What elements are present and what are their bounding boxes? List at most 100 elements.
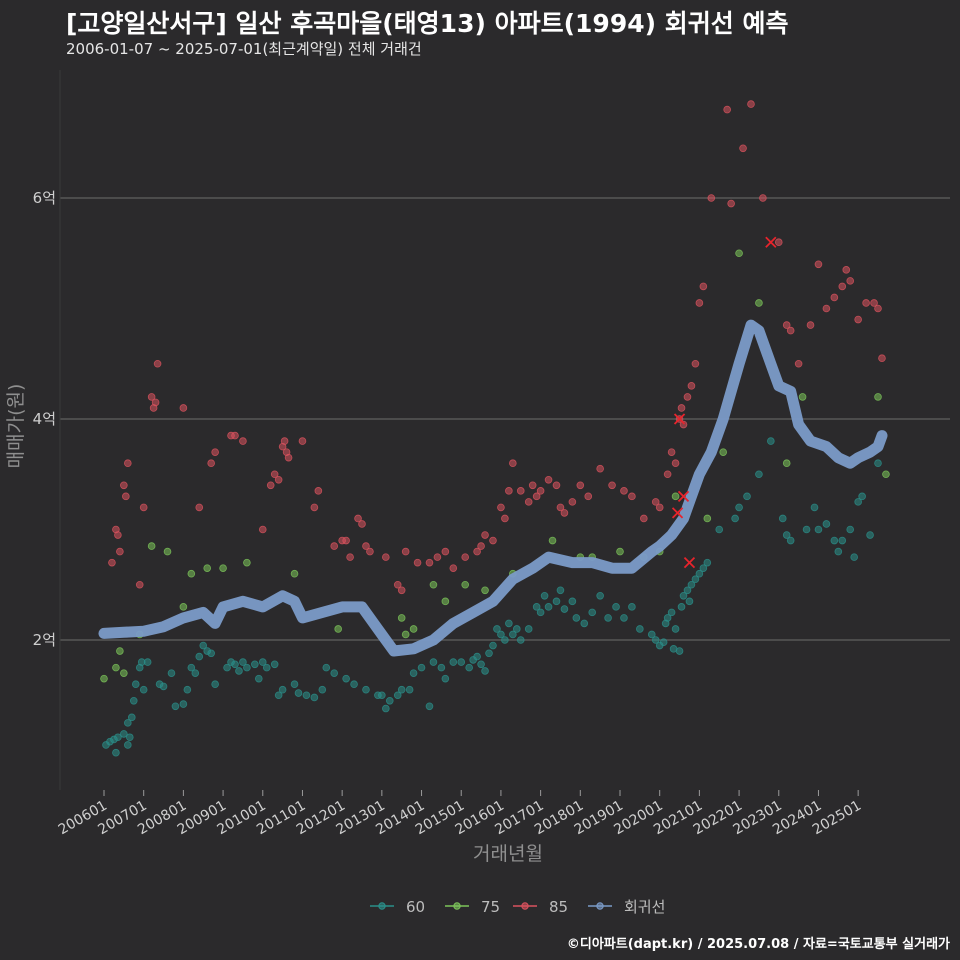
data-point-60 [814,525,823,534]
data-point-85 [640,514,648,523]
data-point-85 [874,304,882,313]
data-point-60 [409,669,418,677]
data-point-60 [342,674,350,683]
data-point-85 [139,503,148,512]
data-point-60 [243,663,251,672]
cancel-mark [683,557,696,569]
data-point-60 [540,591,549,600]
data-point-75 [429,580,438,589]
data-point-85 [211,448,219,456]
legend-marker [596,902,604,910]
data-point-85 [122,492,130,501]
data-point-85 [124,459,132,468]
data-point-75 [719,448,727,456]
data-point-60 [501,636,509,644]
data-point-75 [147,542,156,550]
data-point-60 [743,492,751,501]
data-point-85 [505,487,513,495]
data-point-75 [548,536,557,545]
data-point-60 [810,503,819,512]
data-point-60 [124,741,132,749]
data-point-85 [854,315,862,324]
data-point-60 [120,730,128,738]
data-point-60 [159,682,168,691]
data-point-60 [854,498,862,506]
data-point-60 [126,733,134,742]
data-point-60 [846,525,855,534]
data-point-85 [620,487,628,495]
data-point-60 [199,641,208,650]
data-point-60 [596,591,604,600]
data-point-60 [254,674,263,683]
data-point-75 [735,249,743,258]
data-point-60 [838,536,847,545]
data-point-60 [481,667,489,675]
data-point-60 [139,685,148,694]
data-point-85 [878,354,886,363]
data-point-75 [461,580,470,589]
data-point-85 [207,459,215,468]
y-axis-title: 매매가(원) [5,384,27,469]
data-point-60 [278,685,287,694]
data-point-60 [516,636,525,644]
data-point-60 [778,514,787,523]
data-point-75 [401,630,410,639]
data-point-85 [477,542,485,550]
data-point-85 [310,503,319,512]
data-point-60 [274,691,283,700]
data-point-60 [663,614,672,622]
data-point-60 [866,531,874,539]
regression-layer [98,319,888,657]
data-point-85 [120,481,128,490]
data-point-85 [425,558,434,567]
tick-layer: 2억4억6억2006012007012008012009012010012011… [33,189,864,838]
data-point-85 [830,293,839,302]
data-point-85 [822,304,831,313]
data-point-60 [425,702,434,711]
data-point-60 [802,525,811,534]
data-point-60 [112,748,120,757]
data-point-60 [477,660,485,669]
data-point-60 [183,685,192,694]
data-point-60 [524,625,533,633]
data-point-60 [473,652,481,661]
chart-title: [고양일산서구] 일산 후곡마을(태영13) 아파트(1994) 회귀선 예측 [66,9,789,38]
data-point-60 [429,658,438,666]
data-point-60 [830,536,839,545]
data-point-85 [284,453,293,462]
legend-label: 85 [549,898,568,916]
data-point-85 [671,459,680,468]
data-point-60 [767,437,775,445]
data-point-85 [366,547,374,556]
data-point-60 [731,514,739,523]
data-point-85 [651,498,660,506]
data-point-85 [524,498,533,506]
legend-marker [378,902,386,910]
data-point-85 [695,299,704,307]
data-point-60 [195,652,204,661]
data-point-85 [270,470,279,479]
data-point-85 [501,514,509,523]
data-point-75 [798,393,807,401]
data-point-60 [509,630,517,639]
data-point-85 [608,481,616,490]
grid-layer [59,70,950,790]
data-point-85 [556,503,565,512]
data-point-60 [612,603,620,611]
data-point-85 [239,437,247,445]
data-point-60 [755,470,763,479]
data-point-60 [330,669,339,677]
data-point-85 [516,487,525,495]
cancel-mark [671,507,684,519]
data-point-85 [266,481,275,490]
data-point-60 [505,619,513,628]
data-point-75 [112,663,120,672]
data-point-75 [120,669,128,677]
data-point-85 [528,481,537,490]
data-point-60 [493,625,501,633]
data-point-85 [314,487,323,495]
data-point-85 [739,144,747,153]
legend-label: 75 [481,898,500,916]
data-point-60 [685,597,694,606]
